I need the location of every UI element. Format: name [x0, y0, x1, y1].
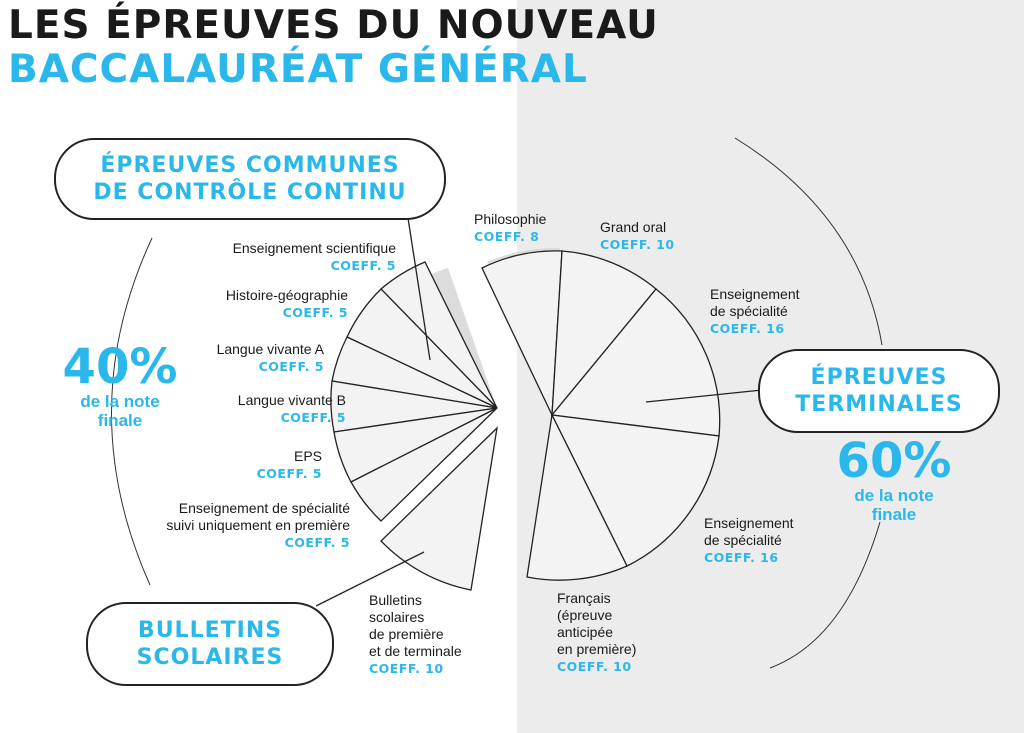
slice-grand-oral [551, 250, 657, 417]
label-coeff: COEFF. 5 [280, 410, 346, 425]
label-specialite-premiere: Enseignement de spécialité suivi uniquem… [166, 500, 350, 551]
label-langue-vivante-a: Langue vivante A COEFF. 5 [217, 341, 324, 375]
label-name-line: en première) [557, 641, 637, 657]
label-coeff: COEFF. 5 [282, 305, 348, 320]
connector-communes [407, 217, 431, 361]
slice-bulletins [380, 426, 498, 591]
title-line-2: BACCALAURÉAT GÉNÉRAL [8, 47, 588, 92]
left-arc [111, 237, 153, 586]
label-enseignement-scientifique: Enseignement scientifique COEFF. 5 [233, 240, 396, 274]
percent-value: 60% [836, 433, 952, 489]
label-name: Langue vivante A [216, 341, 324, 357]
percent-caption-line: finale [97, 411, 143, 430]
label-name: Histoire-géographie [225, 287, 348, 303]
connector-bulletins [315, 551, 425, 607]
label-specialite-1: Enseignement de spécialité COEFF. 16 [710, 286, 800, 337]
slice-specialite-premiere [350, 407, 498, 522]
percent-caption-line: finale [871, 505, 917, 524]
percent-caption-line: de la note [80, 392, 160, 411]
pill-line: DE CONTRÔLE CONTINU [93, 180, 407, 205]
pill-epreuves-communes: ÉPREUVES COMMUNES DE CONTRÔLE CONTINU [54, 138, 446, 220]
label-name-line: suivi uniquement en première [166, 517, 350, 533]
percent-value: 40% [62, 339, 178, 395]
label-langue-vivante-b: Langue vivante B COEFF. 5 [238, 392, 346, 426]
label-name-line: scolaires [369, 609, 425, 625]
label-coeff: COEFF. 16 [710, 321, 785, 336]
label-coeff: COEFF. 5 [256, 466, 322, 481]
label-histoire-geographie: Histoire-géographie COEFF. 5 [226, 287, 348, 321]
label-name-line: et de terminale [369, 643, 462, 659]
label-name-line: Bulletins [369, 592, 422, 608]
percent-right: 60% de la note finale [816, 436, 972, 524]
pill-line: ÉPREUVES [810, 365, 948, 390]
pill-line: ÉPREUVES COMMUNES [100, 153, 400, 178]
label-name-line: anticipée [557, 624, 614, 640]
label-name: Langue vivante B [237, 392, 346, 408]
label-name: EPS [293, 448, 322, 464]
slice-specialite-2 [550, 414, 720, 567]
label-specialite-2: Enseignement de spécialité COEFF. 16 [704, 515, 794, 566]
label-philosophie: Philosophie COEFF. 8 [474, 211, 546, 245]
label-coeff: COEFF. 5 [330, 258, 396, 273]
right-arc-top [734, 137, 883, 346]
label-eps: EPS COEFF. 5 [257, 448, 322, 482]
label-coeff: COEFF. 5 [284, 535, 350, 550]
connector-terminales [645, 389, 763, 403]
label-name-line: de spécialité [704, 532, 782, 548]
label-name-line: Enseignement de spécialité [178, 500, 350, 516]
label-coeff: COEFF. 5 [258, 359, 324, 374]
label-name-line: Grand oral [600, 219, 667, 235]
pill-epreuves-terminales: ÉPREUVES TERMINALES [758, 349, 1000, 433]
label-grand-oral: Grand oral COEFF. 10 [600, 219, 675, 253]
pill-bulletins-scolaires: BULLETINS SCOLAIRES [86, 602, 334, 686]
label-name-line: de spécialité [710, 303, 788, 319]
right-arc-bottom [769, 521, 881, 669]
label-francais: Français (épreuve anticipée en première)… [557, 590, 636, 675]
pill-line: BULLETINS [137, 618, 283, 643]
label-coeff: COEFF. 10 [557, 659, 632, 674]
slice-francais [526, 412, 628, 581]
label-name-line: Français [557, 590, 611, 606]
label-name-line: Enseignement [704, 515, 794, 531]
label-bulletins: Bulletins scolaires de première et de te… [369, 592, 462, 677]
label-name-line: Philosophie [474, 211, 547, 227]
label-name-line: de première [369, 626, 444, 642]
label-name: Enseignement scientifique [232, 240, 396, 256]
slice-philosophie [481, 250, 563, 416]
title-line-1: LES ÉPREUVES DU NOUVEAU [8, 3, 659, 48]
percent-caption-line: de la note [854, 486, 934, 505]
percent-left: 40% de la note finale [42, 342, 198, 430]
label-name-line: Enseignement [710, 286, 800, 302]
pill-line: SCOLAIRES [136, 645, 284, 670]
label-coeff: COEFF. 10 [600, 237, 675, 252]
label-coeff: COEFF. 8 [474, 229, 540, 244]
label-name-line: (épreuve [557, 607, 613, 623]
pill-line: TERMINALES [795, 392, 963, 417]
label-coeff: COEFF. 10 [369, 661, 444, 676]
label-coeff: COEFF. 16 [704, 550, 779, 565]
